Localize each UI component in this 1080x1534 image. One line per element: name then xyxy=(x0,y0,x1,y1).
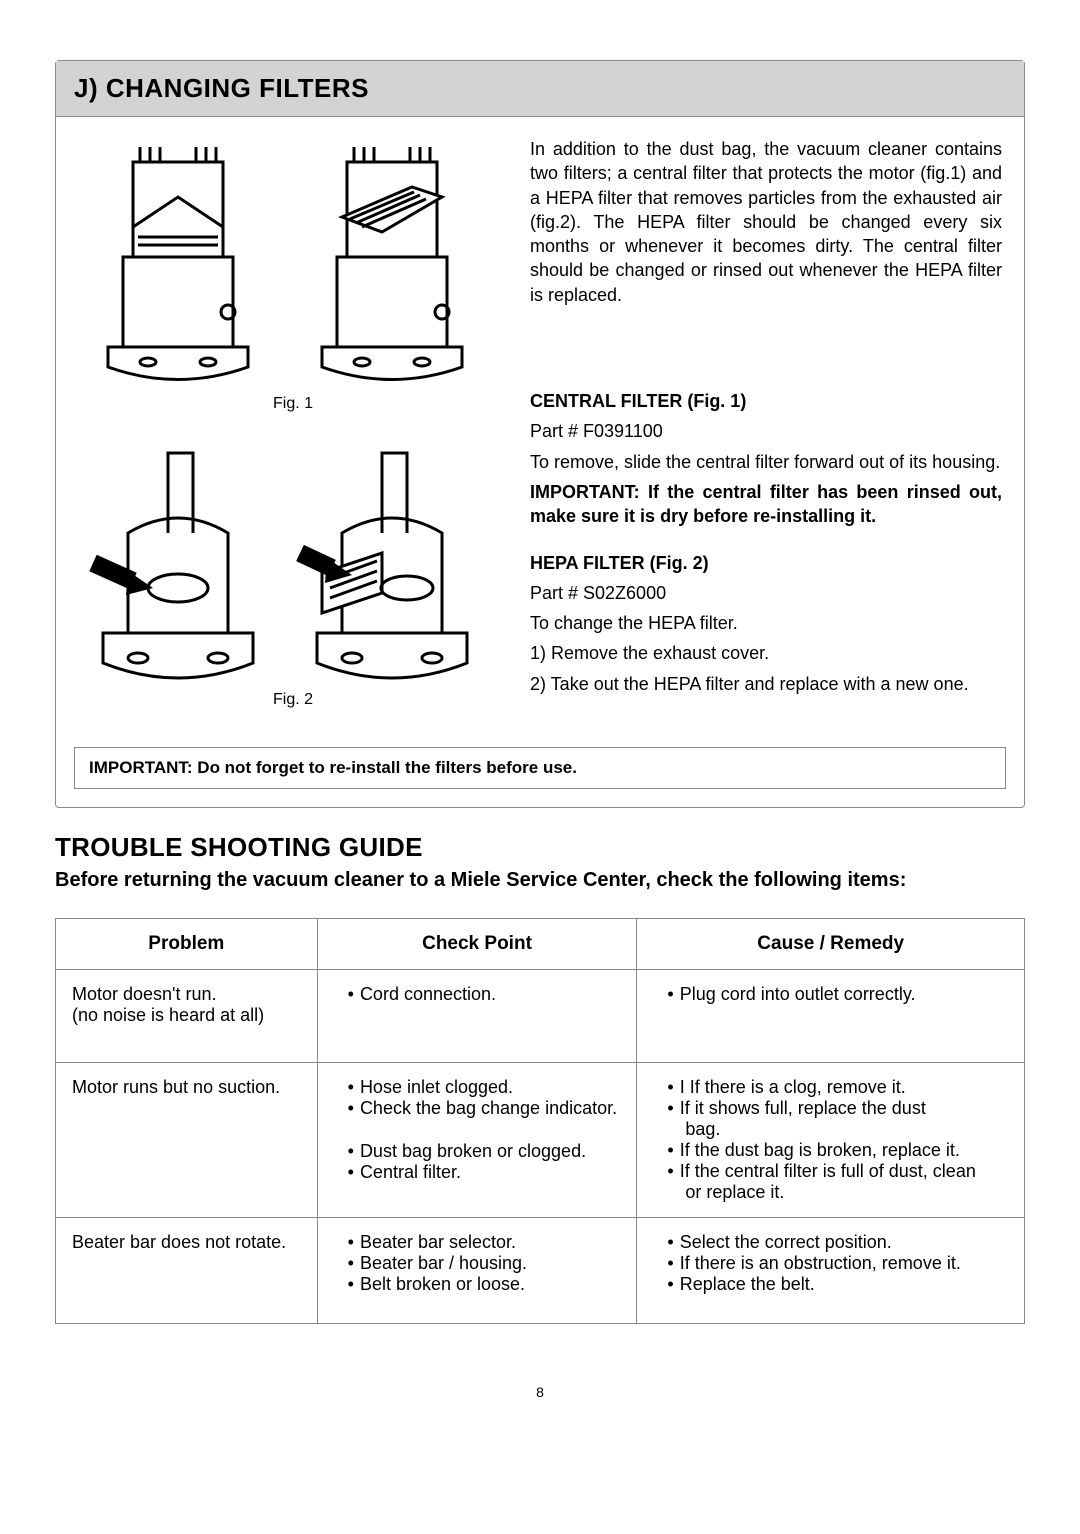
hepa-line1: To change the HEPA filter. xyxy=(530,611,1002,635)
vacuum-base-hepa-remove-icon xyxy=(292,433,492,683)
section-j-header: J) CHANGING FILTERS xyxy=(56,61,1024,117)
table-row: Beater bar does not rotate. •Beater bar … xyxy=(56,1218,1025,1324)
fig1-row xyxy=(78,137,508,387)
remedy-item: If the central filter is full of dust, c… xyxy=(680,1161,1008,1182)
fig1-caption-row: Fig. 1 xyxy=(78,395,508,413)
check-item: Hose inlet clogged. xyxy=(360,1077,620,1098)
section-j-box: J) CHANGING FILTERS xyxy=(55,60,1025,808)
checkpoint-cell: •Cord connection. xyxy=(317,970,637,1063)
important-box: IMPORTANT: Do not forget to re-install t… xyxy=(74,747,1006,789)
fig2-image-right xyxy=(292,433,492,683)
col-cause-remedy: Cause / Remedy xyxy=(637,919,1025,970)
check-item: Central filter. xyxy=(360,1162,620,1183)
remedy-item: If the dust bag is broken, replace it. xyxy=(680,1140,1008,1161)
col-checkpoint: Check Point xyxy=(317,919,637,970)
spacer xyxy=(530,313,1002,383)
remedy-cell: •Plug cord into outlet correctly. xyxy=(637,970,1025,1063)
spacer xyxy=(530,535,1002,545)
fig1-caption: Fig. 1 xyxy=(273,395,313,413)
remedy-item: Select the correct position. xyxy=(680,1232,1008,1253)
important-box-label: IMPORTANT: xyxy=(89,758,193,777)
remedy-item: Plug cord into outlet correctly. xyxy=(680,984,1008,1005)
fig2-row xyxy=(78,433,508,683)
problem-cell: Motor doesn't run. (no noise is heard at… xyxy=(56,970,318,1063)
problem-line1: Motor runs but no suction. xyxy=(72,1077,301,1098)
important-box-text: Do not forget to re-install the filters … xyxy=(193,758,577,777)
problem-line1: Motor doesn't run. xyxy=(72,984,301,1005)
vacuum-top-open-icon xyxy=(78,137,278,387)
remedy-item-cont: or replace it. xyxy=(667,1182,1008,1203)
table-row: Motor doesn't run. (no noise is heard at… xyxy=(56,970,1025,1063)
section-j-cols: Fig. 1 xyxy=(78,137,1002,729)
intro-paragraph: In addition to the dust bag, the vacuum … xyxy=(530,137,1002,307)
troubleshooting-subtitle: Before returning the vacuum cleaner to a… xyxy=(55,869,1025,892)
fig1-image-right xyxy=(292,137,492,387)
section-j-text: In addition to the dust bag, the vacuum … xyxy=(530,137,1002,729)
problem-cell: Beater bar does not rotate. xyxy=(56,1218,318,1324)
page-number: 8 xyxy=(55,1384,1025,1400)
hepa-filter-title: HEPA FILTER (Fig. 2) xyxy=(530,551,1002,575)
manual-page: J) CHANGING FILTERS xyxy=(0,0,1080,1440)
troubleshooting-title: TROUBLE SHOOTING GUIDE xyxy=(55,832,1025,863)
central-filter-important: IMPORTANT: If the central filter has bee… xyxy=(530,480,1002,529)
troubleshooting-table: Problem Check Point Cause / Remedy Motor… xyxy=(55,918,1025,1324)
vacuum-top-open-filter-icon xyxy=(292,137,492,387)
check-item: Beater bar / housing. xyxy=(360,1253,620,1274)
central-filter-part: Part # F0391100 xyxy=(530,419,1002,443)
check-item: Dust bag broken or clogged. xyxy=(360,1141,620,1162)
checkpoint-cell: •Hose inlet clogged. •Check the bag chan… xyxy=(317,1063,637,1218)
check-item: Cord connection. xyxy=(360,984,620,1005)
problem-line2: (no noise is heard at all) xyxy=(72,1005,301,1026)
fig2-caption: Fig. 2 xyxy=(273,691,313,709)
remedy-item: If there is an obstruction, remove it. xyxy=(680,1253,1008,1274)
section-j-heading: J) CHANGING FILTERS xyxy=(74,73,1006,104)
hepa-line2: 1) Remove the exhaust cover. xyxy=(530,641,1002,665)
vacuum-base-exhaust-icon xyxy=(78,433,278,683)
table-row: Motor runs but no suction. •Hose inlet c… xyxy=(56,1063,1025,1218)
important-label: IMPORTANT: xyxy=(530,482,640,502)
remedy-cell: •I If there is a clog, remove it. •If it… xyxy=(637,1063,1025,1218)
remedy-cell: •Select the correct position. •If there … xyxy=(637,1218,1025,1324)
fig2-caption-row: Fig. 2 xyxy=(78,691,508,709)
central-filter-title: CENTRAL FILTER (Fig. 1) xyxy=(530,389,1002,413)
hepa-line3: 2) Take out the HEPA filter and replace … xyxy=(530,672,1002,696)
check-item: Check the bag change indicator. xyxy=(360,1098,620,1119)
remedy-item: Replace the belt. xyxy=(680,1274,1008,1295)
check-item: Belt broken or loose. xyxy=(360,1274,620,1295)
table-header-row: Problem Check Point Cause / Remedy xyxy=(56,919,1025,970)
remedy-item-cont: bag. xyxy=(667,1119,1008,1140)
check-item: Beater bar selector. xyxy=(360,1232,620,1253)
central-filter-text: To remove, slide the central filter forw… xyxy=(530,450,1002,474)
problem-line1: Beater bar does not rotate. xyxy=(72,1232,301,1253)
figures-column: Fig. 1 xyxy=(78,137,508,729)
problem-cell: Motor runs but no suction. xyxy=(56,1063,318,1218)
fig2-image-left xyxy=(78,433,278,683)
remedy-item: I If there is a clog, remove it. xyxy=(680,1077,1008,1098)
section-j-body: Fig. 1 xyxy=(56,117,1024,733)
hepa-filter-part: Part # S02Z6000 xyxy=(530,581,1002,605)
col-problem: Problem xyxy=(56,919,318,970)
fig1-image-left xyxy=(78,137,278,387)
checkpoint-cell: •Beater bar selector. •Beater bar / hous… xyxy=(317,1218,637,1324)
remedy-item: If it shows full, replace the dust xyxy=(680,1098,1008,1119)
